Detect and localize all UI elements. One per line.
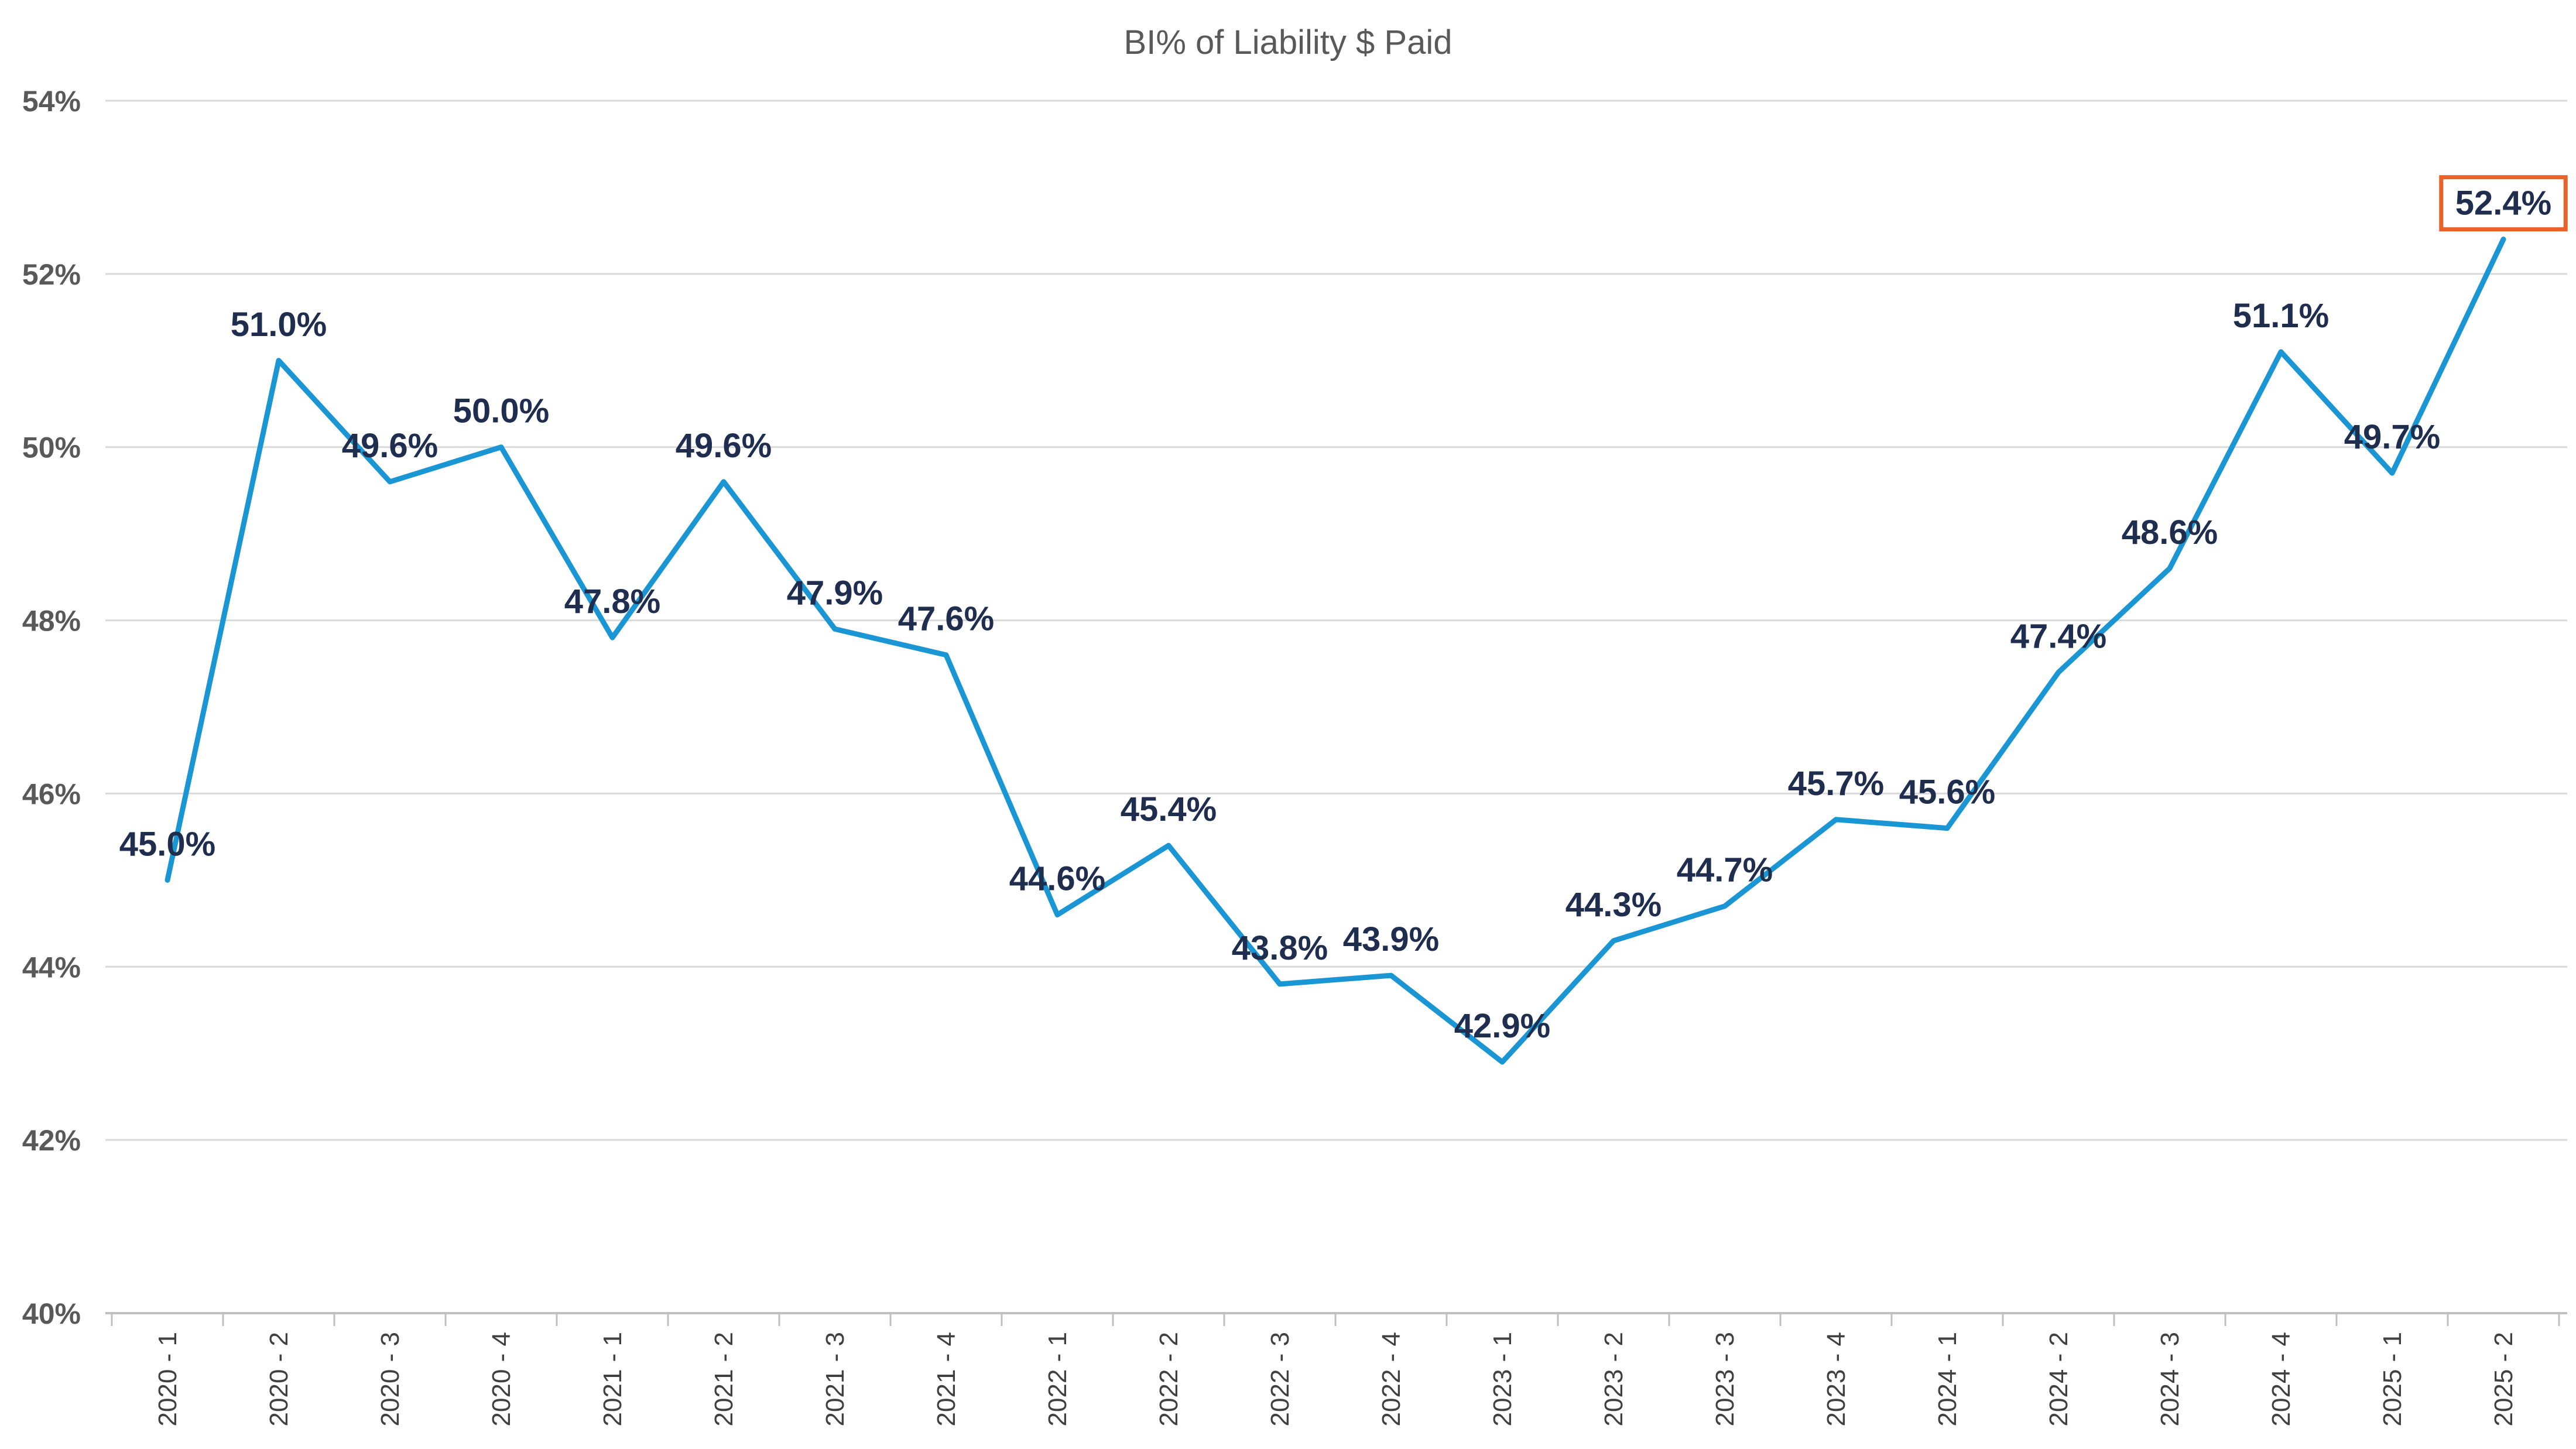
data-labels: 45.0% 51.0% 49.6% 50.0% 47.8% 49.6% 47.9% 47.6%… — [119, 175, 2568, 1045]
data-label: 44.7% — [1677, 851, 1773, 889]
data-label: 49.6% — [342, 427, 438, 465]
data-label: 48.6% — [2122, 513, 2218, 551]
x-tick-label: 2025 - 1 — [2378, 1332, 2407, 1426]
x-tick-label: 2024 - 3 — [2156, 1332, 2184, 1426]
data-label: 44.6% — [1009, 860, 1105, 898]
x-tick-label: 2025 - 2 — [2489, 1332, 2518, 1426]
data-label: 45.7% — [1788, 765, 1884, 803]
x-tick-label: 2023 - 3 — [1711, 1332, 1739, 1426]
x-tick-label: 2021 - 3 — [821, 1332, 849, 1426]
series-layer — [165, 237, 2506, 1065]
x-tick-label: 2020 - 4 — [487, 1332, 516, 1426]
data-label: 49.6% — [676, 427, 772, 465]
x-tick-label: 2020 - 1 — [153, 1332, 182, 1426]
data-label: 44.3% — [1566, 886, 1662, 924]
y-tick-label: 54% — [22, 85, 81, 118]
x-tick-label: 2022 - 1 — [1043, 1332, 1072, 1426]
y-tick-label: 42% — [22, 1124, 81, 1157]
x-tick-label: 2021 - 4 — [932, 1332, 961, 1426]
data-label: 47.8% — [564, 583, 660, 621]
x-tick-label: 2024 - 4 — [2267, 1332, 2296, 1426]
x-tick-label: 2021 - 2 — [710, 1332, 738, 1426]
grid-layer — [105, 100, 2567, 1141]
x-tick-label: 2022 - 3 — [1266, 1332, 1294, 1426]
x-tick-label: 2024 - 1 — [1933, 1332, 1962, 1426]
x-tick-label: 2022 - 4 — [1377, 1332, 1406, 1426]
x-axis: 2020 - 1 2020 - 2 2020 - 3 2020 - 4 2021 - 1… — [105, 1312, 2567, 1426]
data-label: 51.0% — [231, 306, 327, 344]
x-tick-label: 2023 - 4 — [1822, 1332, 1851, 1426]
data-label: 47.9% — [787, 574, 883, 612]
series-line — [165, 237, 2506, 1065]
data-label: 45.4% — [1121, 790, 1217, 828]
y-tick-label: 46% — [22, 777, 81, 810]
data-label: 51.1% — [2233, 297, 2329, 335]
data-label: 45.0% — [119, 825, 215, 863]
highlight-box — [2439, 175, 2568, 232]
data-label: 43.9% — [1343, 920, 1439, 958]
x-tick-label: 2020 - 3 — [376, 1332, 405, 1426]
data-label: 47.6% — [898, 600, 994, 638]
x-tick-label: 2021 - 1 — [598, 1332, 627, 1426]
data-label: 43.8% — [1232, 929, 1328, 967]
y-tick-label: 44% — [22, 951, 81, 984]
x-tick-label: 2022 - 2 — [1155, 1332, 1183, 1426]
data-label: 49.7% — [2344, 418, 2440, 456]
data-label: 42.9% — [1454, 1007, 1550, 1045]
data-label: 52.4% — [2455, 184, 2551, 222]
x-tick-label: 2023 - 2 — [1599, 1332, 1628, 1426]
y-tick-label: 40% — [22, 1297, 81, 1330]
y-axis: 40% 42% 44% 46% 48% 50% 52% 54% — [22, 85, 81, 1330]
y-tick-label: 50% — [22, 431, 81, 464]
data-label: 50.0% — [453, 392, 549, 430]
x-tick-label: 2024 - 2 — [2044, 1332, 2073, 1426]
chart-title: BI% of Liability $ Paid — [1124, 23, 1453, 61]
y-tick-label: 52% — [22, 258, 81, 291]
data-label: 45.6% — [1899, 773, 1995, 811]
data-label: 47.4% — [2010, 617, 2106, 655]
x-tick-label: 2023 - 1 — [1488, 1332, 1517, 1426]
y-tick-label: 48% — [22, 605, 81, 638]
x-tick-label: 2020 - 2 — [265, 1332, 293, 1426]
